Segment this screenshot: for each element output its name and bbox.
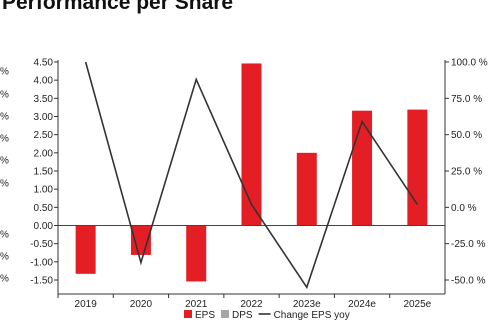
left-tick-label: 2.50 (34, 130, 54, 141)
eps-bars (75, 63, 428, 282)
right-axis-ticks: 100.0 % 75.0 % 50.0 % 25.0 % 0.0 % -25.0 % -50… (445, 58, 488, 287)
legend-swatch (184, 310, 192, 318)
far-left-label: % (0, 230, 9, 241)
x-tick-label: 2025e (403, 299, 431, 310)
left-axis-ticks: 4.50 4.00 3.50 3.00 2.50 2.00 1.50 1.00 0.50 0.00… (30, 58, 58, 287)
left-tick-label: 4.50 (34, 58, 54, 69)
left-tick-label: 2.00 (34, 148, 54, 159)
left-tick-label: 3.00 (34, 112, 54, 123)
right-tick-label: 0.0 % (451, 203, 477, 214)
left-tick-label: 0.00 (34, 221, 54, 232)
change-eps-line (84, 61, 419, 290)
left-tick-label: 4.00 (34, 76, 54, 87)
x-tick-label: 2021 (185, 299, 208, 310)
legend-swatch (221, 310, 230, 318)
eps-bar (75, 225, 96, 274)
eps-bar (296, 152, 317, 226)
legend-label: DPS (232, 310, 253, 321)
left-tick-label: -0.50 (30, 239, 53, 250)
legend-label: Change EPS yoy (274, 310, 350, 321)
x-axis-labels: 2019 2020 2021 2022 2023e 2024e 2025e (57, 294, 432, 310)
legend-label: EPS (195, 310, 215, 321)
far-left-label: % (0, 134, 9, 145)
right-tick-label: -25.0 % (451, 239, 486, 250)
x-tick-label: 2022 (240, 299, 263, 310)
right-tick-label: 25.0 % (451, 167, 482, 178)
x-tick-label: 2020 (130, 299, 153, 310)
far-left-label: % (0, 156, 9, 167)
eps-bar (241, 63, 262, 226)
left-tick-label: 1.50 (34, 167, 54, 178)
x-tick-label: 2019 (75, 299, 98, 310)
far-left-label: % (0, 274, 9, 285)
far-left-label: % (0, 90, 9, 101)
left-tick-label: 3.50 (34, 94, 54, 105)
far-left-label: % (0, 67, 9, 78)
far-left-label: % (0, 179, 9, 190)
eps-bar (407, 109, 428, 226)
right-tick-label: 75.0 % (451, 94, 482, 105)
x-tick-label: 2023e (293, 299, 321, 310)
right-tick-label: 50.0 % (451, 130, 482, 141)
left-tick-label: 1.00 (34, 185, 54, 196)
right-tick-label: 100.0 % (451, 58, 488, 69)
far-left-label: % (0, 112, 9, 123)
far-left-labels: %%%%%%%%% (0, 67, 9, 285)
left-tick-label: -1.00 (30, 257, 53, 268)
eps-bar (352, 110, 373, 226)
legend: EPS DPS Change EPS yoy (184, 310, 350, 321)
eps-bar (186, 225, 207, 282)
chart-title: Performance per Share (2, 0, 234, 14)
left-tick-label: -1.50 (30, 276, 53, 287)
x-tick-label: 2024e (348, 299, 376, 310)
right-tick-label: -50.0 % (451, 276, 486, 287)
far-left-label: % (0, 252, 9, 263)
left-tick-label: 0.50 (34, 203, 54, 214)
